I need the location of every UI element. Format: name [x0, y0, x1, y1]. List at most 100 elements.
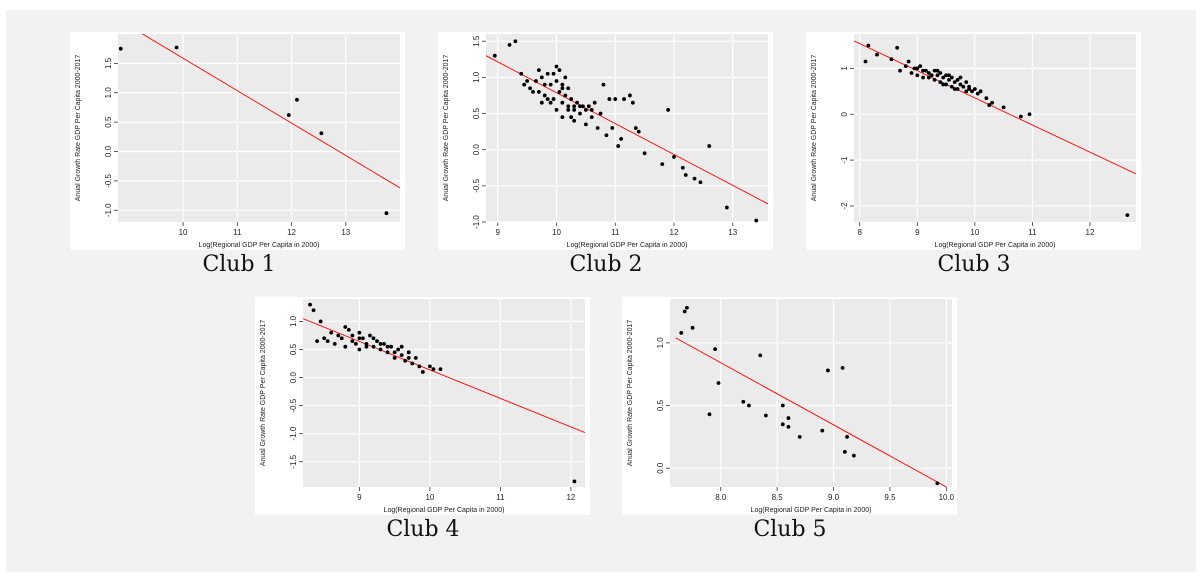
x-tick-label: 9: [357, 493, 362, 502]
data-point: [935, 73, 940, 78]
plot-panel: [118, 34, 400, 222]
data-point: [554, 64, 559, 69]
club-label: Club 1: [202, 252, 276, 277]
data-point: [539, 100, 544, 105]
data-point: [889, 57, 894, 62]
x-tick-label: 11: [496, 493, 505, 502]
data-point: [926, 71, 931, 75]
data-point: [780, 422, 785, 427]
data-point: [428, 364, 432, 369]
data-point: [680, 165, 685, 170]
data-point: [336, 333, 341, 338]
data-point: [935, 68, 940, 73]
x-axis-label: Log(Regional GDP Per Capita in 2000): [384, 507, 505, 514]
scatter-plot-svg: 9 10 11 12 -1.5 -1.0 -0.5 0.0 0.5 1.0 Log(Regional…: [260, 299, 585, 514]
y-tick-label: -1.5: [289, 454, 298, 468]
data-point: [311, 308, 316, 313]
y-axis-label: Anual Growth Rate GDP Per Capita 2000-20…: [627, 320, 634, 467]
data-point: [578, 104, 582, 109]
data-point: [572, 118, 577, 123]
y-tick-label: -1.0: [472, 215, 481, 229]
data-point: [912, 66, 917, 71]
y-tick-label: 0.5: [656, 399, 665, 411]
y-tick-label: 0.5: [104, 116, 113, 128]
data-point: [353, 341, 358, 346]
data-point: [707, 144, 712, 148]
data-point: [955, 87, 960, 91]
y-tick-label: -1.0: [104, 203, 113, 217]
data-point: [392, 350, 397, 355]
data-point: [378, 341, 383, 346]
data-point: [604, 133, 609, 138]
data-point: [339, 336, 344, 341]
data-point: [371, 336, 376, 341]
data-point: [921, 68, 925, 73]
data-point: [820, 428, 825, 433]
data-point: [295, 97, 299, 102]
data-point: [364, 344, 369, 349]
y-tick-label: 0.0: [104, 145, 113, 157]
data-point: [548, 100, 553, 105]
data-point: [575, 100, 579, 105]
y-tick-label: 0.0: [656, 462, 665, 474]
data-point: [895, 45, 900, 50]
data-point: [545, 71, 550, 76]
data-point: [938, 71, 943, 75]
x-axis-label: Log(Regional GDP Per Capita in 2000): [199, 242, 320, 249]
plot-panel: [486, 34, 768, 222]
y-tick-label: -0.5: [472, 178, 481, 192]
data-point: [578, 111, 582, 116]
data-point: [350, 339, 355, 343]
x-tick-label: 10: [552, 228, 561, 237]
data-point: [551, 97, 556, 101]
y-axis-label: Anual Growth Rate GDP Per Capita 2000-20…: [260, 320, 267, 467]
data-point: [378, 347, 383, 352]
data-point: [513, 39, 518, 44]
data-point: [682, 309, 687, 314]
x-tick-label: 12: [670, 228, 679, 237]
data-point: [692, 176, 697, 181]
data-point: [758, 353, 763, 358]
data-point: [1001, 105, 1006, 110]
x-tick-label: 11: [233, 228, 242, 237]
data-point: [628, 93, 632, 98]
data-point: [431, 367, 436, 372]
y-axis-label: Anual Growth Rate GDP Per Capita 2000-20…: [75, 55, 82, 202]
data-point: [613, 97, 618, 101]
data-point: [952, 80, 957, 85]
y-tick-label: 0.5: [289, 343, 298, 355]
data-point: [569, 97, 574, 101]
y-tick-label: -2: [840, 202, 849, 210]
data-point: [560, 86, 565, 91]
data-point: [952, 87, 957, 91]
data-point: [826, 368, 830, 373]
data-point: [572, 108, 577, 112]
data-point: [319, 131, 324, 136]
data-point: [972, 87, 977, 91]
data-point: [322, 336, 327, 341]
data-point: [698, 180, 703, 185]
data-point: [525, 79, 530, 83]
chart-club-1: 10 11 12 13 -1.0 -0.5 0.0 0.5 1.0 1.5 Log(Regional…: [70, 32, 405, 250]
data-point: [329, 330, 334, 335]
data-point: [522, 82, 527, 87]
data-point: [551, 71, 556, 76]
y-axis-label: Anual Growth Rate GDP Per Capita 2000-20…: [443, 55, 450, 202]
regression-line: [854, 40, 1136, 175]
data-point: [780, 403, 785, 408]
data-point: [598, 111, 603, 116]
data-point: [332, 341, 337, 346]
data-point: [357, 347, 362, 352]
data-point: [619, 136, 624, 141]
y-tick-label: -1: [840, 156, 849, 164]
data-point: [406, 356, 411, 360]
data-point: [932, 68, 937, 73]
x-axis-label: Log(Regional GDP Per Capita in 2000): [751, 507, 872, 514]
regression-line: [675, 337, 947, 487]
data-point: [375, 339, 379, 343]
data-point: [569, 115, 574, 120]
data-point: [941, 75, 946, 80]
data-point: [406, 350, 411, 355]
data-point: [990, 100, 995, 105]
data-point: [786, 416, 791, 420]
